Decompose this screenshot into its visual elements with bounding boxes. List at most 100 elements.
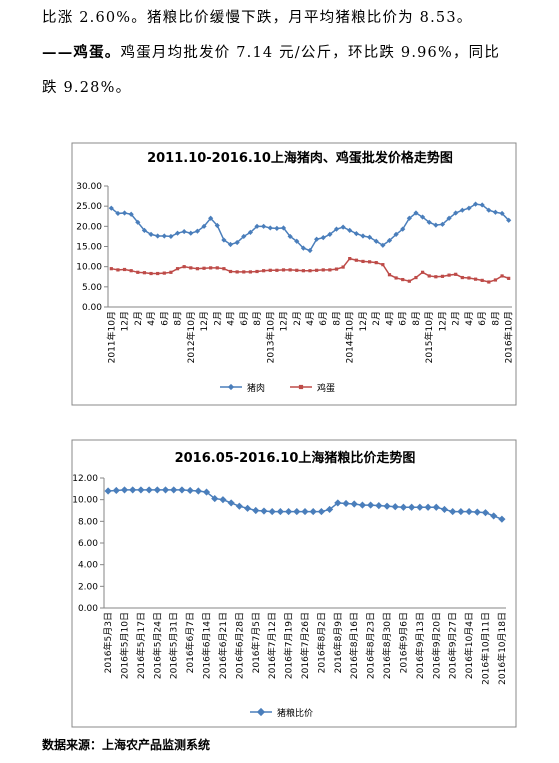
x-tick-label: 8月: [331, 311, 342, 326]
data-point: [153, 486, 161, 494]
data-point: [128, 211, 134, 217]
data-point: [262, 269, 266, 273]
x-tick-label: 2016年6月14日: [201, 612, 213, 679]
data-point: [374, 261, 378, 265]
x-tick-label: 4月: [226, 311, 237, 326]
x-tick-label: 2016年8月30日: [381, 612, 393, 679]
x-tick-label: 12月: [437, 311, 448, 331]
x-tick-label: 2016年10月: [503, 311, 515, 363]
data-point: [315, 268, 319, 272]
source-note: 数据来源：上海农产品监测系统: [42, 737, 210, 752]
data-point: [308, 269, 312, 273]
x-tick-label: 2016年9月13日: [414, 612, 426, 679]
data-point: [300, 245, 306, 251]
data-point: [361, 259, 365, 264]
legend-marker: [256, 707, 266, 717]
chart-title: 2011.10-2016.10上海猪肉、鸡蛋批发价格走势图: [147, 150, 453, 166]
y-tick-label: 30.00: [76, 182, 102, 192]
data-point: [486, 207, 492, 213]
y-tick-label: 0.00: [78, 604, 98, 614]
data-point: [309, 507, 317, 516]
data-point: [492, 209, 499, 215]
data-point: [507, 276, 511, 280]
data-point: [242, 270, 246, 274]
data-point: [189, 266, 193, 270]
data-point: [460, 275, 464, 280]
data-point: [121, 210, 128, 216]
data-point: [424, 503, 432, 511]
data-point: [209, 266, 213, 270]
y-tick-label: 10.00: [72, 496, 98, 506]
x-tick-label: 8月: [411, 311, 422, 326]
data-point: [115, 210, 121, 217]
legend-marker: [227, 383, 235, 391]
data-point: [137, 486, 145, 494]
data-point: [446, 215, 452, 221]
data-point: [367, 234, 373, 240]
x-tick-label: 2016年8月9日: [332, 612, 344, 673]
x-tick-label: 6月: [477, 311, 488, 326]
data-point: [434, 275, 438, 279]
data-point: [473, 508, 481, 516]
data-point: [327, 231, 333, 237]
data-point: [194, 487, 202, 495]
data-point: [321, 268, 325, 272]
data-point: [333, 226, 340, 232]
data-point: [194, 228, 201, 234]
body-line: ——鸡蛋。鸡蛋月均批发价 7.14 元/公斤，环比跌 9.96%，同比: [42, 43, 500, 61]
data-point: [108, 205, 114, 211]
x-tick-label: 6月: [398, 311, 409, 326]
x-tick-label: 2016年7月5日: [250, 612, 262, 673]
data-point: [261, 223, 267, 229]
x-tick-label: 8月: [490, 311, 501, 326]
data-point: [284, 507, 293, 516]
x-tick-label: 12月: [199, 311, 210, 331]
data-point: [340, 224, 346, 230]
data-point: [116, 268, 120, 272]
data-point: [112, 486, 120, 495]
data-point: [326, 505, 334, 514]
data-point: [235, 270, 239, 274]
heading: ——鸡蛋。: [42, 43, 121, 61]
x-tick-label: 2016年9月6日: [397, 612, 409, 673]
data-point: [440, 274, 445, 278]
x-tick-label: 2016年5月3日: [102, 612, 114, 673]
data-point: [268, 268, 272, 272]
data-point: [439, 221, 446, 227]
x-tick-label: 2月: [371, 311, 382, 326]
data-point: [472, 201, 479, 207]
data-point: [347, 227, 353, 233]
y-tick-label: 4.00: [78, 561, 98, 571]
data-point: [375, 502, 383, 510]
data-point: [348, 257, 352, 261]
data-point: [155, 233, 161, 239]
data-point: [268, 507, 276, 516]
data-point: [288, 268, 292, 272]
x-tick-label: 2月: [133, 311, 144, 326]
data-point: [208, 215, 214, 221]
data-point: [307, 247, 313, 254]
data-point: [295, 268, 299, 272]
data-point: [354, 258, 358, 262]
data-point: [408, 503, 416, 511]
data-point: [281, 268, 286, 272]
data-point: [161, 486, 170, 494]
data-point: [201, 223, 207, 229]
data-point: [368, 260, 372, 264]
x-tick-label: 4月: [305, 311, 316, 326]
data-point: [459, 207, 465, 213]
data-point: [358, 501, 367, 509]
data-point: [342, 499, 350, 508]
data-point: [248, 270, 252, 274]
data-point: [391, 503, 399, 511]
data-point: [135, 219, 141, 225]
x-tick-label: 2016年9月27日: [447, 612, 459, 679]
data-point: [195, 267, 200, 271]
data-point: [406, 215, 412, 221]
x-tick-label: 2015年10月: [423, 311, 435, 363]
data-point: [222, 267, 226, 271]
data-point: [219, 496, 227, 504]
x-tick-label: 2011年10月: [105, 311, 117, 363]
data-point: [260, 507, 268, 515]
